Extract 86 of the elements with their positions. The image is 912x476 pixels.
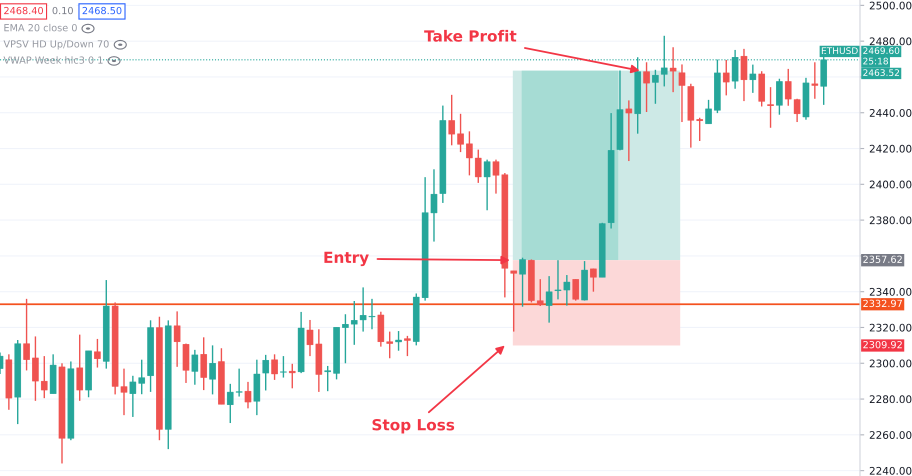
candlestick <box>722 59 730 96</box>
candlestick <box>288 363 296 390</box>
y-tick-label: 2420.00 <box>870 144 912 153</box>
candlestick <box>23 298 30 372</box>
candlestick <box>192 349 198 386</box>
candlestick <box>262 354 270 392</box>
candlestick <box>209 344 216 396</box>
candlestick <box>554 259 562 300</box>
y-tick-label: 2480.00 <box>870 37 912 46</box>
candlestick <box>386 330 394 359</box>
annotation: EMA 20 close 0 <box>4 24 77 32</box>
candlestick <box>236 368 242 398</box>
candlestick <box>360 286 366 332</box>
y-tick-label: 2340.00 <box>870 288 912 296</box>
candlestick <box>696 117 703 142</box>
candlestick <box>466 130 473 176</box>
candlestick <box>94 338 101 368</box>
y-tick-label: 2380.00 <box>870 216 912 224</box>
text: 25:18 <box>863 58 888 64</box>
candlestick <box>705 99 712 125</box>
candlestick <box>794 98 800 123</box>
candlestick <box>643 62 650 113</box>
candlestick <box>138 358 146 395</box>
candlestick <box>767 86 774 128</box>
candlestick <box>306 319 314 357</box>
annotation: 2468.40 <box>4 6 43 14</box>
candlestick <box>590 268 597 292</box>
candlestick <box>448 94 456 146</box>
y-tick-label: 2280.00 <box>870 395 912 404</box>
candlestick <box>536 278 544 307</box>
y-tick-label: 2240.00 <box>870 466 912 475</box>
candlestick <box>350 300 358 346</box>
candlestick <box>404 335 411 357</box>
candlestick <box>32 336 39 402</box>
annotation: VPSV HD Up/Down 70 <box>4 40 109 50</box>
candlestick <box>271 354 278 381</box>
candlestick <box>519 256 526 308</box>
y-tick-label: 2500.00 <box>870 2 912 10</box>
candlestick <box>174 310 180 368</box>
candlestick <box>324 365 332 392</box>
y-tick-label: 2320.00 <box>870 324 912 332</box>
candlestick <box>670 46 676 93</box>
candlestick <box>200 336 208 391</box>
candlestick <box>812 62 818 100</box>
candlestick <box>564 274 570 306</box>
candlestick <box>740 48 748 102</box>
annotation: VWAP Week hlc3 0 1 <box>4 56 103 64</box>
candlestick <box>776 78 783 116</box>
y-tick-label: 2400.00 <box>870 180 912 188</box>
ref-line-label: 2332.97 <box>863 300 902 308</box>
annotation: Take Profit <box>424 30 516 42</box>
candlestick <box>652 69 659 104</box>
candlestick <box>368 298 376 330</box>
y-tick-label: 2260.00 <box>870 431 912 439</box>
candlestick <box>784 68 792 106</box>
candlestick <box>430 168 438 242</box>
candlestick <box>280 355 287 378</box>
text: 2357.62 <box>863 256 902 263</box>
candlestick <box>342 314 349 364</box>
candlestick <box>244 381 252 410</box>
candlestick <box>678 64 686 123</box>
annotation: Entry <box>324 252 369 266</box>
candlestick <box>492 158 500 194</box>
candlestick <box>546 275 552 324</box>
annotation: 2468.50 <box>82 6 122 14</box>
candlestick <box>484 158 490 211</box>
candlestick <box>130 375 136 418</box>
candlestick <box>510 270 518 332</box>
annotation: 0.10 <box>52 6 73 14</box>
candlestick <box>395 330 402 352</box>
candlestick <box>750 64 756 94</box>
candlestick <box>40 355 48 399</box>
candlestick <box>76 334 84 402</box>
annotation: Stop Loss <box>372 418 454 434</box>
text: 2309.92 <box>863 340 902 348</box>
candlestick <box>626 100 632 162</box>
candlestick <box>474 148 482 184</box>
candlestick <box>120 368 128 416</box>
candlestick <box>572 278 580 302</box>
text: 2463.52 <box>863 69 900 76</box>
y-tick-label: 2440.00 <box>870 108 912 117</box>
candlestick <box>457 113 464 153</box>
legend-label: 2469.60 <box>863 47 900 54</box>
annotation: ETHUSD <box>822 47 858 54</box>
y-tick-label: 2300.00 <box>870 359 912 368</box>
candlestick <box>226 383 234 424</box>
